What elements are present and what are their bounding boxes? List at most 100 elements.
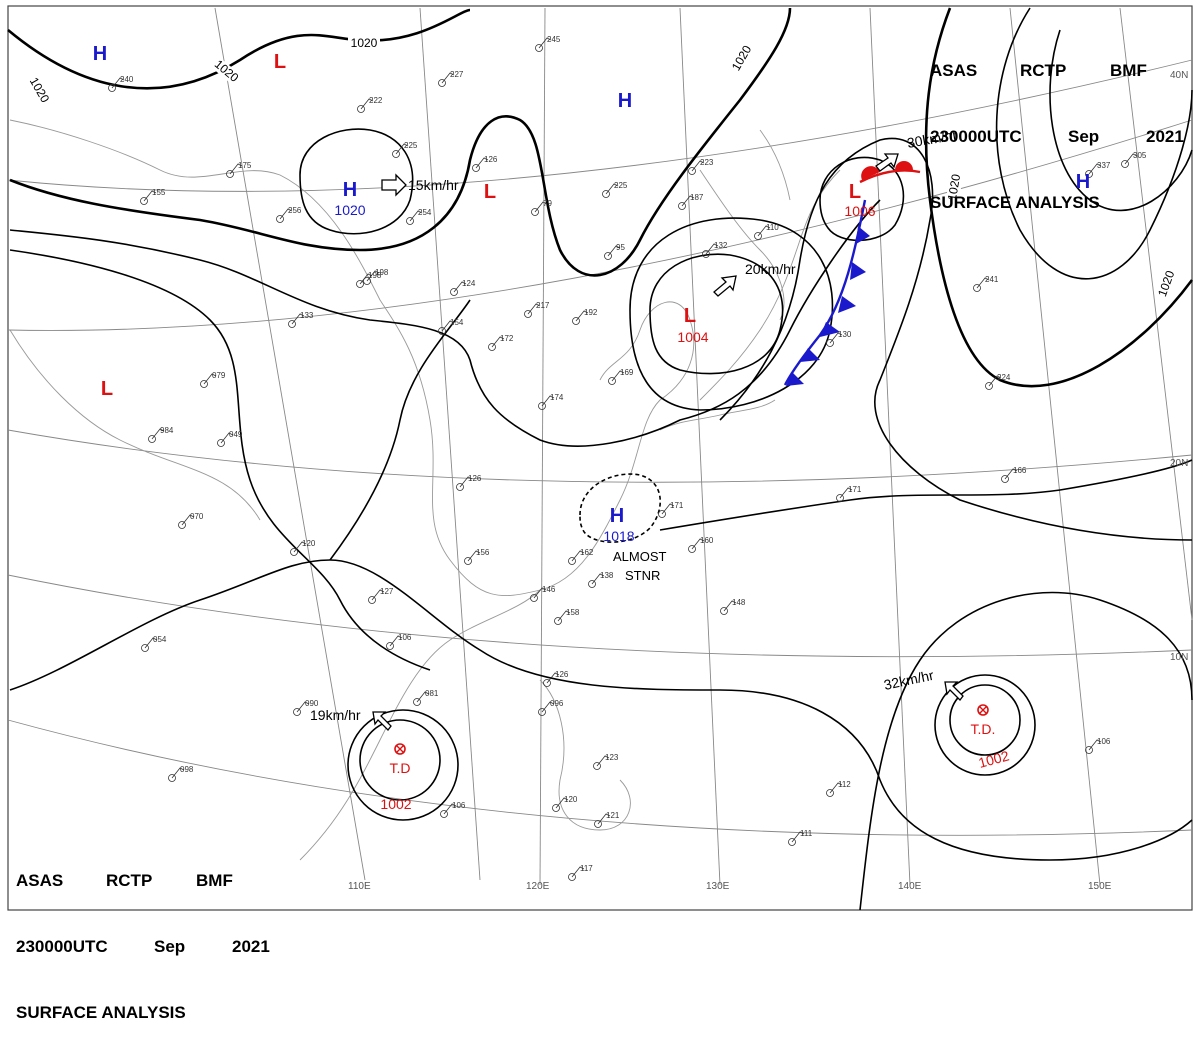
year-label: 2021 [232,937,270,956]
isobar-outer-north [9,199,881,447]
isobar-low-1004 [649,253,784,375]
isobar-label-bg [945,170,964,205]
station-wind-barb [360,98,374,110]
system-type: T.D [390,760,411,776]
station-circle [178,521,186,529]
isobar-label: 1020 [945,173,963,202]
station-pressure-value: 070 [190,512,204,521]
station-circle [688,167,696,175]
station-pressure-value: 123 [605,753,619,762]
station-wind-barb [691,538,705,550]
title-block-bottom: ASAS RCTP BMF 230000UTC Sep 2021 SURFACE ANA… [16,826,270,1046]
graticule-labels: 110E 120E 130E 140E 150E 40N 20N 10N [348,70,1188,892]
high-pressure-center: H [610,505,624,527]
station-pressure-value: 156 [476,548,490,557]
station-circle [593,762,601,770]
station-circle [604,252,612,260]
station-wind-barb [681,195,695,207]
isobar-label-bg [209,56,243,87]
station-pressure-value: 166 [1013,466,1027,475]
station-wind-barb [791,831,805,843]
isobar-td-west-inner [359,719,441,801]
station-circle [1121,160,1129,168]
longitude-label: 120E [526,881,550,892]
station-pressure-value: 240 [120,75,134,84]
station-circle [588,580,596,588]
station-pressure-value: 090 [305,699,319,708]
station-pressure-value: 79 [543,199,552,208]
station-circle [450,288,458,296]
station-pressure-value: 117 [580,864,593,873]
arrow-nw-4 [372,711,392,731]
station-pressure-value: 098 [180,765,194,774]
station-wind-barb [575,310,589,322]
tropical-depression-symbol [977,704,989,716]
arrow-ne-3 [875,153,899,172]
station-pressure-value: 138 [600,571,614,580]
isobar-td-west-outer [347,709,459,821]
station-pressure-value: 198 [375,268,389,277]
central-pressure: 1002 [380,796,411,812]
station-circle [363,277,371,285]
high-pressure-center: H [343,179,357,201]
station-circle [524,310,532,318]
station-pressure-value: 124 [462,279,476,288]
station-pressure-value: 106 [452,801,466,810]
station-circle [608,377,616,385]
central-pressure: 1020 [334,202,365,218]
station-pressure-value: 227 [450,70,464,79]
station-wind-barb [416,691,430,703]
station-circle [413,698,421,706]
station-pressure-value: 154 [450,318,464,327]
station-pressure-value: 198 [368,271,382,280]
station-circle [658,510,666,518]
station-pressure-value: 096 [550,699,564,708]
station-wind-barb [467,550,481,562]
station-circle [720,607,728,615]
station-pressure-value: 984 [160,426,174,435]
station-circle [1085,170,1093,178]
time-label: 230000UTC [16,937,108,956]
station-circle [148,435,156,443]
cold-front [783,199,870,386]
station-wind-barb [839,487,853,499]
station-pressure-value: 174 [550,393,564,402]
isobar-central [329,299,471,561]
station-circle [357,105,365,113]
isobar-label: 1020 [351,36,378,50]
motion-speed-label: 15km/hr [408,177,459,193]
station-wind-barb [453,281,467,293]
station-pressure-value: 225 [614,181,628,190]
tropical-depression-cross [395,744,405,754]
station-circle [392,150,400,158]
latitude-label: 40N [1170,70,1188,81]
title-line-3: SURFACE ANALYSIS [930,192,1184,214]
station-pressure-value: 95 [616,243,625,252]
station-wind-barb [538,37,552,49]
longitude-label: 110E [348,881,371,892]
station-wind-barb [359,273,373,285]
isobar-label: 1020 [1155,268,1177,298]
low-pressure-center: L [101,378,113,400]
time-label: 230000UTC [930,127,1022,146]
isobar-low-1006 [819,156,905,242]
station-circle [440,810,448,818]
map-border [7,5,1193,911]
isobar-td-east-outer [934,674,1036,776]
stationary-label: STNR [625,568,660,583]
station-pressure-value: 079 [212,371,226,380]
station-wind-barb [527,303,541,315]
station-circle [754,232,762,240]
station-wind-barb [691,160,705,172]
central-pressure: 1006 [844,203,875,219]
isobar-thick-north [7,8,471,90]
station-pressure-value: 241 [985,275,999,284]
station-pressure-value: 120 [302,539,316,548]
latitude-label: 10N [1170,652,1188,663]
station-wind-barb [571,550,585,562]
station-wind-barb [829,782,843,794]
station-pressure-value: 120 [564,795,578,804]
station-circle [293,708,301,716]
station-circle [386,642,394,650]
